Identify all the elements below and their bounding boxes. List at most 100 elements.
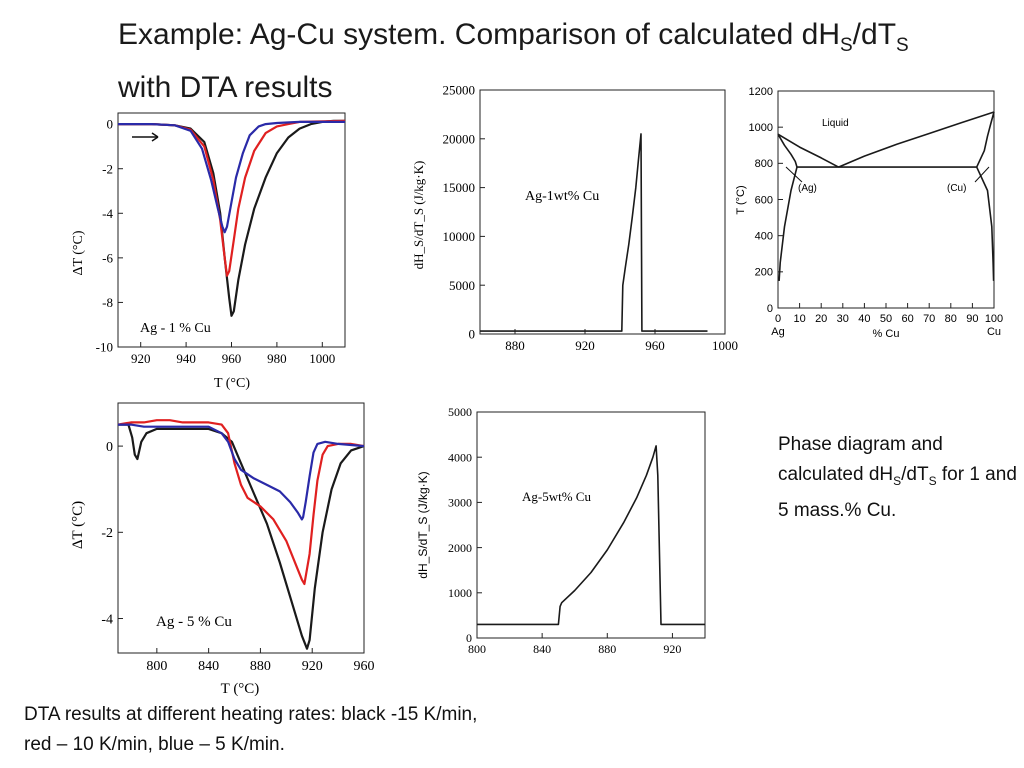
x-tick-label: 1000 bbox=[712, 338, 738, 353]
dhdt-5pct-chart: 800 840 880 920 0 1000 2000 3000 4000 5000 dH_S/dT… bbox=[416, 405, 706, 656]
series-annotation: Ag-1wt% Cu bbox=[525, 189, 599, 204]
series-line-red bbox=[117, 419, 365, 586]
series-line-blue bbox=[118, 423, 365, 521]
x-tick-label: 940 bbox=[176, 351, 196, 366]
x-tick-label: 880 bbox=[598, 642, 616, 656]
x-tick-label: 20 bbox=[815, 313, 827, 325]
y-tick-label: -4 bbox=[101, 612, 113, 627]
dhdt-1pct-chart: 880 920 960 10000500010000150002000025000dH… bbox=[411, 83, 738, 353]
y-tick-label: 800 bbox=[755, 158, 773, 170]
plot-frame bbox=[476, 411, 706, 639]
y-axis-label: T (°C) bbox=[735, 185, 747, 214]
y-axis-label: dH_S/dT_S (J/kg·K) bbox=[416, 471, 430, 578]
series-line-3 bbox=[778, 166, 798, 281]
y-tick-label: 4000 bbox=[448, 450, 472, 464]
end-label-ag: Ag bbox=[771, 326, 784, 338]
series-line-0 bbox=[480, 133, 708, 332]
y-axis-label: ΔT (°C) bbox=[71, 230, 86, 275]
y-tick-label: 600 bbox=[755, 194, 773, 206]
x-axis-label: T (°C) bbox=[214, 376, 250, 391]
x-tick-label: 920 bbox=[575, 338, 595, 353]
y-tick-label: 400 bbox=[755, 231, 773, 243]
slide-title: Example: Ag-Cu system. Comparison of cal… bbox=[118, 18, 909, 104]
x-axis-label: % Cu bbox=[873, 328, 900, 340]
x-tick-label: 70 bbox=[923, 313, 935, 325]
end-label-cu: Cu bbox=[987, 326, 1001, 338]
phase-diagram-caption: Phase diagram and calculated dHS/dTS for… bbox=[778, 434, 1017, 521]
y-tick-label: 0 bbox=[107, 117, 114, 132]
y-tick-label: -8 bbox=[102, 295, 113, 310]
series-line-blue bbox=[118, 120, 345, 234]
x-tick-label: 800 bbox=[468, 642, 486, 656]
y-tick-label: 5000 bbox=[448, 405, 472, 419]
x-tick-label: 920 bbox=[131, 351, 151, 366]
y-tick-label: 0 bbox=[106, 440, 113, 455]
series-line-black bbox=[118, 119, 345, 317]
x-tick-label: 60 bbox=[901, 313, 913, 325]
y-axis-label: dH_S/dT_S (J/kg·K) bbox=[411, 161, 426, 270]
x-tick-label: 960 bbox=[645, 338, 665, 353]
x-tick-label: 80 bbox=[945, 313, 957, 325]
dta-1pct-chart: 920 940 960 980 1000 0 -2 -4 -6 -8 -10 T (°C) ΔT (°C… bbox=[71, 112, 346, 391]
y-tick-label: -2 bbox=[102, 161, 113, 176]
phase-diagram-chart: 0 10 20 30 40 50 60 70 80 90 100020040060080010001… bbox=[735, 86, 1003, 340]
y-tick-label: 0 bbox=[466, 631, 472, 645]
x-tick-label: 880 bbox=[505, 338, 525, 353]
pointer-cu bbox=[974, 166, 990, 183]
series-line-0 bbox=[777, 133, 839, 168]
series-annotation: Ag-5wt% Cu bbox=[522, 489, 591, 504]
x-tick-label: 920 bbox=[663, 642, 681, 656]
y-tick-label: -4 bbox=[102, 206, 113, 221]
x-tick-label: 980 bbox=[267, 351, 287, 366]
x-tick-label: 10 bbox=[793, 313, 805, 325]
y-tick-label: 5000 bbox=[449, 278, 475, 293]
y-tick-label: 2000 bbox=[448, 541, 472, 555]
series-annotation: Ag - 1 % Cu bbox=[140, 321, 211, 336]
heating-arrow-head bbox=[151, 132, 159, 142]
series-line-2 bbox=[777, 133, 798, 168]
phase-label-cu: (Cu) bbox=[947, 183, 966, 194]
x-tick-label: 960 bbox=[354, 659, 375, 674]
y-tick-label: -6 bbox=[102, 250, 113, 265]
x-tick-label: 30 bbox=[837, 313, 849, 325]
y-tick-label: 200 bbox=[755, 267, 773, 279]
dta-5pct-chart: 800 840 880 920 960 0 -2 -4 T (°C) ΔT (°C) Ag - 5 … bbox=[70, 402, 375, 697]
series-line-black bbox=[118, 423, 365, 650]
x-tick-label: 840 bbox=[533, 642, 551, 656]
series-line-1 bbox=[838, 111, 995, 168]
x-tick-label: 0 bbox=[775, 313, 781, 325]
series-line-4 bbox=[975, 111, 995, 168]
x-tick-label: 100 bbox=[985, 313, 1003, 325]
y-tick-label: 0 bbox=[469, 327, 476, 342]
x-tick-label: 960 bbox=[222, 351, 242, 366]
plot-frame bbox=[117, 402, 365, 654]
y-tick-label: -2 bbox=[101, 526, 113, 541]
pointer-ag bbox=[785, 166, 803, 183]
dta-caption: DTA results at different heating rates: … bbox=[24, 704, 478, 755]
phase-label-liquid: Liquid bbox=[822, 118, 849, 129]
plot-frame bbox=[479, 89, 726, 335]
y-tick-label: 20000 bbox=[443, 131, 476, 146]
x-axis-label: T (°C) bbox=[221, 681, 260, 697]
x-tick-label: 90 bbox=[966, 313, 978, 325]
y-axis-label: ΔT (°C) bbox=[70, 501, 86, 549]
x-tick-label: 40 bbox=[858, 313, 870, 325]
x-tick-label: 880 bbox=[250, 659, 271, 674]
y-tick-label: 1000 bbox=[749, 122, 773, 134]
plot-frame bbox=[777, 90, 995, 309]
x-tick-label: 800 bbox=[146, 659, 167, 674]
x-tick-label: 920 bbox=[302, 659, 323, 674]
series-line-0 bbox=[477, 445, 705, 626]
y-tick-label: 1200 bbox=[749, 86, 773, 98]
series-annotation: Ag - 5 % Cu bbox=[156, 614, 232, 630]
y-tick-label: -10 bbox=[96, 340, 113, 355]
y-tick-label: 15000 bbox=[443, 180, 476, 195]
y-tick-label: 0 bbox=[767, 303, 773, 315]
phase-label-ag: (Ag) bbox=[798, 183, 817, 194]
x-tick-label: 50 bbox=[880, 313, 892, 325]
y-tick-label: 1000 bbox=[448, 586, 472, 600]
y-tick-label: 3000 bbox=[448, 496, 472, 510]
y-tick-label: 10000 bbox=[443, 229, 476, 244]
x-tick-label: 1000 bbox=[309, 351, 335, 366]
series-line-5 bbox=[975, 166, 995, 281]
